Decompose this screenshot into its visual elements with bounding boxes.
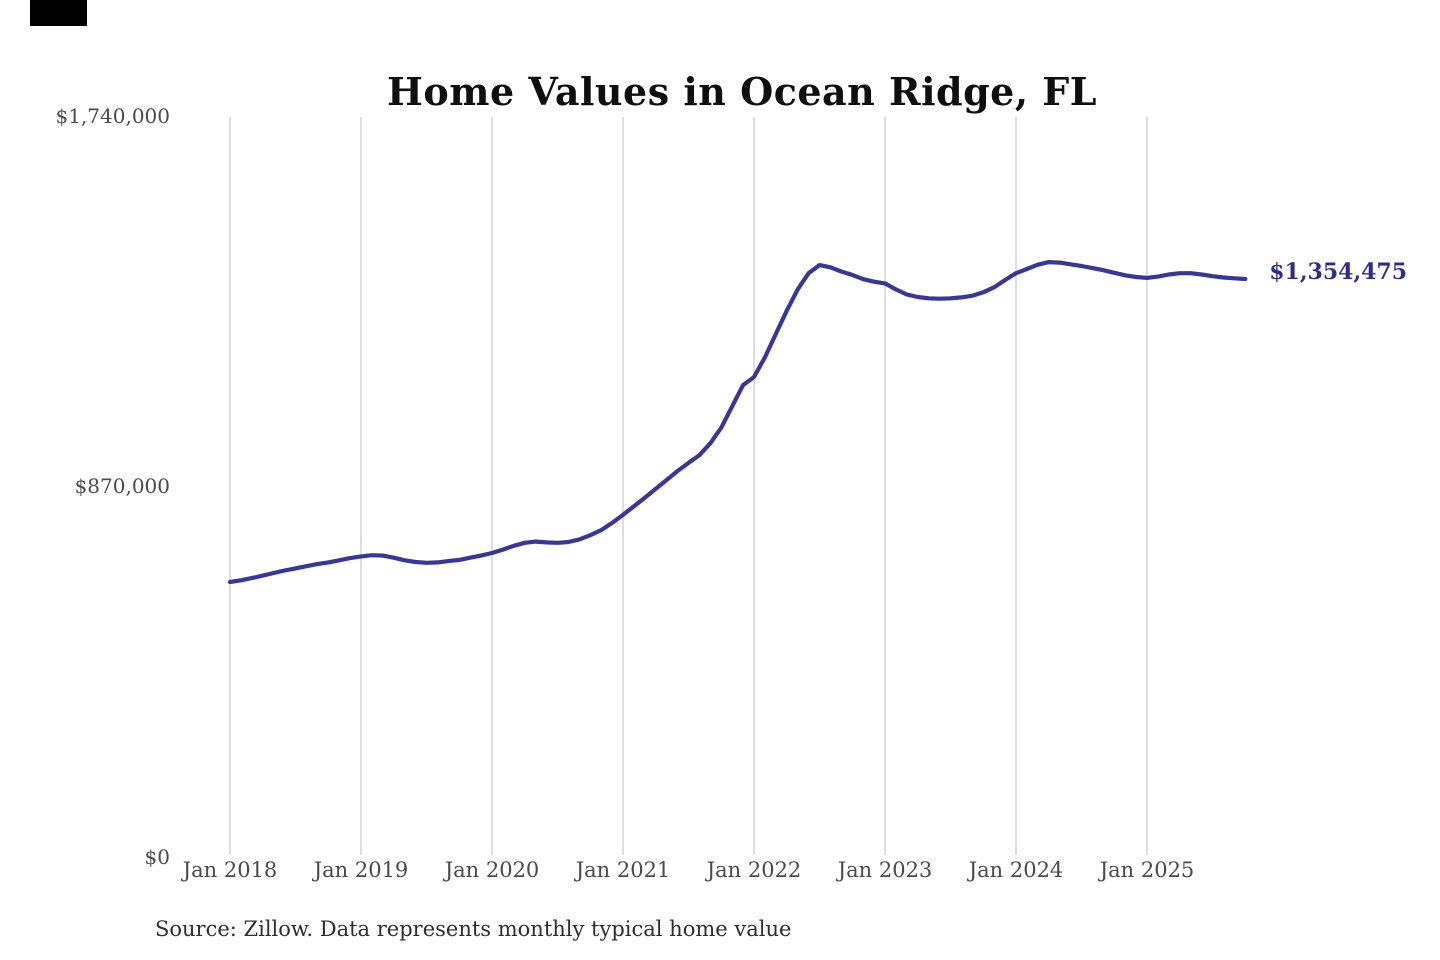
y-axis-tick-label-zero: $0 [144, 845, 170, 869]
x-axis-tick-label: Jan 2024 [968, 858, 1064, 882]
x-axis-tick-label: Jan 2022 [706, 858, 802, 882]
chart-title: Home Values in Ocean Ridge, FL [386, 69, 1098, 115]
y-axis-tick-label-max: $1,740,000 [55, 104, 170, 128]
x-axis-tick-label: Jan 2019 [313, 858, 409, 882]
y-axis-tick-label-mid: $870,000 [74, 474, 170, 498]
x-axis-tick-label: Jan 2023 [837, 858, 933, 882]
latest-value-label: $1,354,475 [1269, 258, 1408, 285]
top-left-mark [30, 0, 87, 26]
x-axis-tick-label: Jan 2025 [1099, 858, 1195, 882]
source-note: Source: Zillow. Data represents monthly … [155, 917, 792, 941]
home-value-series-line [227, 260, 1248, 585]
x-axis-tick-label: Jan 2020 [444, 858, 540, 882]
x-axis-tick-label: Jan 2018 [182, 858, 278, 882]
x-axis-tick-label: Jan 2021 [575, 858, 671, 882]
